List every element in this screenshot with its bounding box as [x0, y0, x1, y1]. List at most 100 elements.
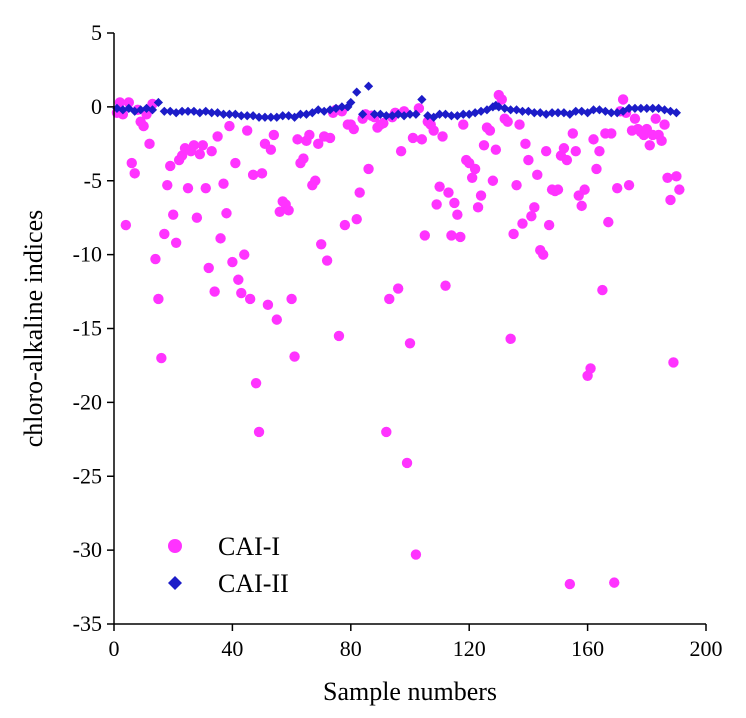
x-tick-label: 200 — [690, 636, 723, 661]
cai-i-point — [617, 94, 629, 105]
cai-i-point — [197, 140, 208, 151]
cai-ii-point — [399, 111, 409, 121]
cai-ii-point — [529, 108, 539, 118]
cai-i-point — [200, 182, 211, 194]
cai-i-point — [505, 333, 516, 345]
cai-i-point — [558, 143, 570, 154]
cai-i-point — [150, 253, 161, 265]
cai-ii-point — [577, 106, 587, 116]
cai-i-point — [662, 172, 673, 183]
cai-ii-point — [446, 111, 457, 121]
cai-i-point — [256, 168, 268, 179]
cai-ii-point — [387, 111, 397, 121]
cai-i-point — [446, 230, 457, 241]
cai-i-point — [579, 184, 590, 195]
legend-marker-cai-i — [168, 539, 182, 553]
cai-ii-point — [301, 109, 311, 119]
cai-ii-point — [346, 97, 356, 108]
cai-i-point — [182, 182, 194, 194]
cai-i-point — [188, 140, 200, 151]
y-tick-label: -15 — [73, 316, 102, 341]
legend-label-cai-ii: CAI-II — [218, 569, 289, 598]
cai-ii-point — [405, 109, 415, 119]
cai-ii-point — [375, 109, 385, 119]
cai-i-point — [543, 219, 555, 231]
cai-ii-point — [393, 109, 403, 119]
y-tick-label: -20 — [73, 389, 102, 414]
cai-i-point — [668, 357, 679, 368]
cai-ii-point — [600, 106, 610, 116]
cai-i-point — [348, 123, 359, 135]
cai-ii-point — [583, 108, 593, 118]
cai-ii-point — [266, 112, 276, 122]
cai-ii-point — [159, 106, 169, 116]
cai-i-point — [339, 219, 351, 231]
cai-i-point — [233, 274, 244, 285]
cai-i-point — [514, 119, 525, 130]
cai-ii-point — [476, 106, 486, 116]
cai-i-point — [262, 299, 274, 311]
cai-i-point — [247, 169, 259, 181]
cai-i-point — [215, 233, 226, 244]
cai-ii-point — [207, 108, 217, 118]
cai-ii-point — [352, 87, 362, 97]
cai-i-point — [138, 120, 149, 132]
cai-ii-point — [260, 112, 270, 122]
cai-i-point — [407, 132, 419, 144]
cai-ii-point — [541, 109, 551, 119]
cai-ii-point — [659, 105, 670, 115]
cai-i-point — [606, 128, 617, 139]
cai-i-point — [206, 146, 217, 157]
cai-ii-point — [435, 109, 445, 119]
cai-ii-point — [594, 105, 605, 115]
cai-i-point — [564, 578, 576, 590]
legend-label-cai-i: CAI-I — [218, 532, 280, 561]
cai-ii-point — [606, 108, 616, 118]
cai-i-point — [570, 146, 581, 157]
cai-i-point — [203, 262, 214, 274]
cai-ii-point — [636, 103, 646, 113]
cai-i-point — [274, 206, 285, 217]
y-tick-label: -35 — [73, 611, 102, 636]
cai-ii-point — [440, 109, 451, 119]
cai-ii-point — [325, 105, 335, 115]
cai-i-point — [674, 184, 685, 195]
cai-ii-point — [553, 108, 563, 118]
cai-i-point — [242, 125, 253, 136]
cai-i-point — [401, 457, 413, 469]
y-tick-label: -10 — [73, 242, 102, 267]
cai-ii-point — [665, 106, 676, 116]
cai-ii-point — [343, 102, 353, 112]
cai-ii-point — [153, 97, 163, 108]
cai-i-point — [458, 119, 469, 130]
x-axis-title: Sample numbers — [323, 677, 497, 706]
cai-i-point — [428, 125, 439, 136]
cai-i-point — [659, 119, 670, 130]
cai-i-point — [449, 197, 460, 209]
cai-ii-point — [118, 105, 128, 115]
cai-i-point — [623, 179, 635, 191]
cai-ii-point — [482, 105, 492, 115]
cai-i-point — [496, 94, 507, 105]
cai-i-point — [404, 338, 416, 349]
cai-ii-point — [218, 109, 229, 119]
cai-i-point — [671, 171, 682, 182]
x-tick-label: 120 — [453, 636, 486, 661]
cai-i-point — [351, 213, 362, 225]
cai-i-point — [484, 125, 496, 136]
cai-i-point — [212, 131, 223, 142]
cai-i-point — [472, 202, 484, 213]
cai-ii-point — [630, 103, 640, 113]
cai-i-point — [286, 293, 297, 305]
cai-i-point — [440, 280, 451, 291]
cai-i-point — [567, 128, 578, 139]
cai-i-point — [629, 113, 641, 124]
axis-ticks: 5 0 -5 -10 -15 -20 -25 -30 -35 0 40 80 120 160 200 — [73, 20, 723, 661]
cai-ii-point — [411, 109, 421, 119]
cai-i-point — [194, 148, 206, 160]
cai-ii-point — [547, 108, 557, 118]
cai-i-point — [532, 169, 543, 181]
cai-ii-point — [363, 81, 374, 91]
cai-i-point — [443, 187, 454, 198]
cai-i-point — [224, 120, 235, 132]
